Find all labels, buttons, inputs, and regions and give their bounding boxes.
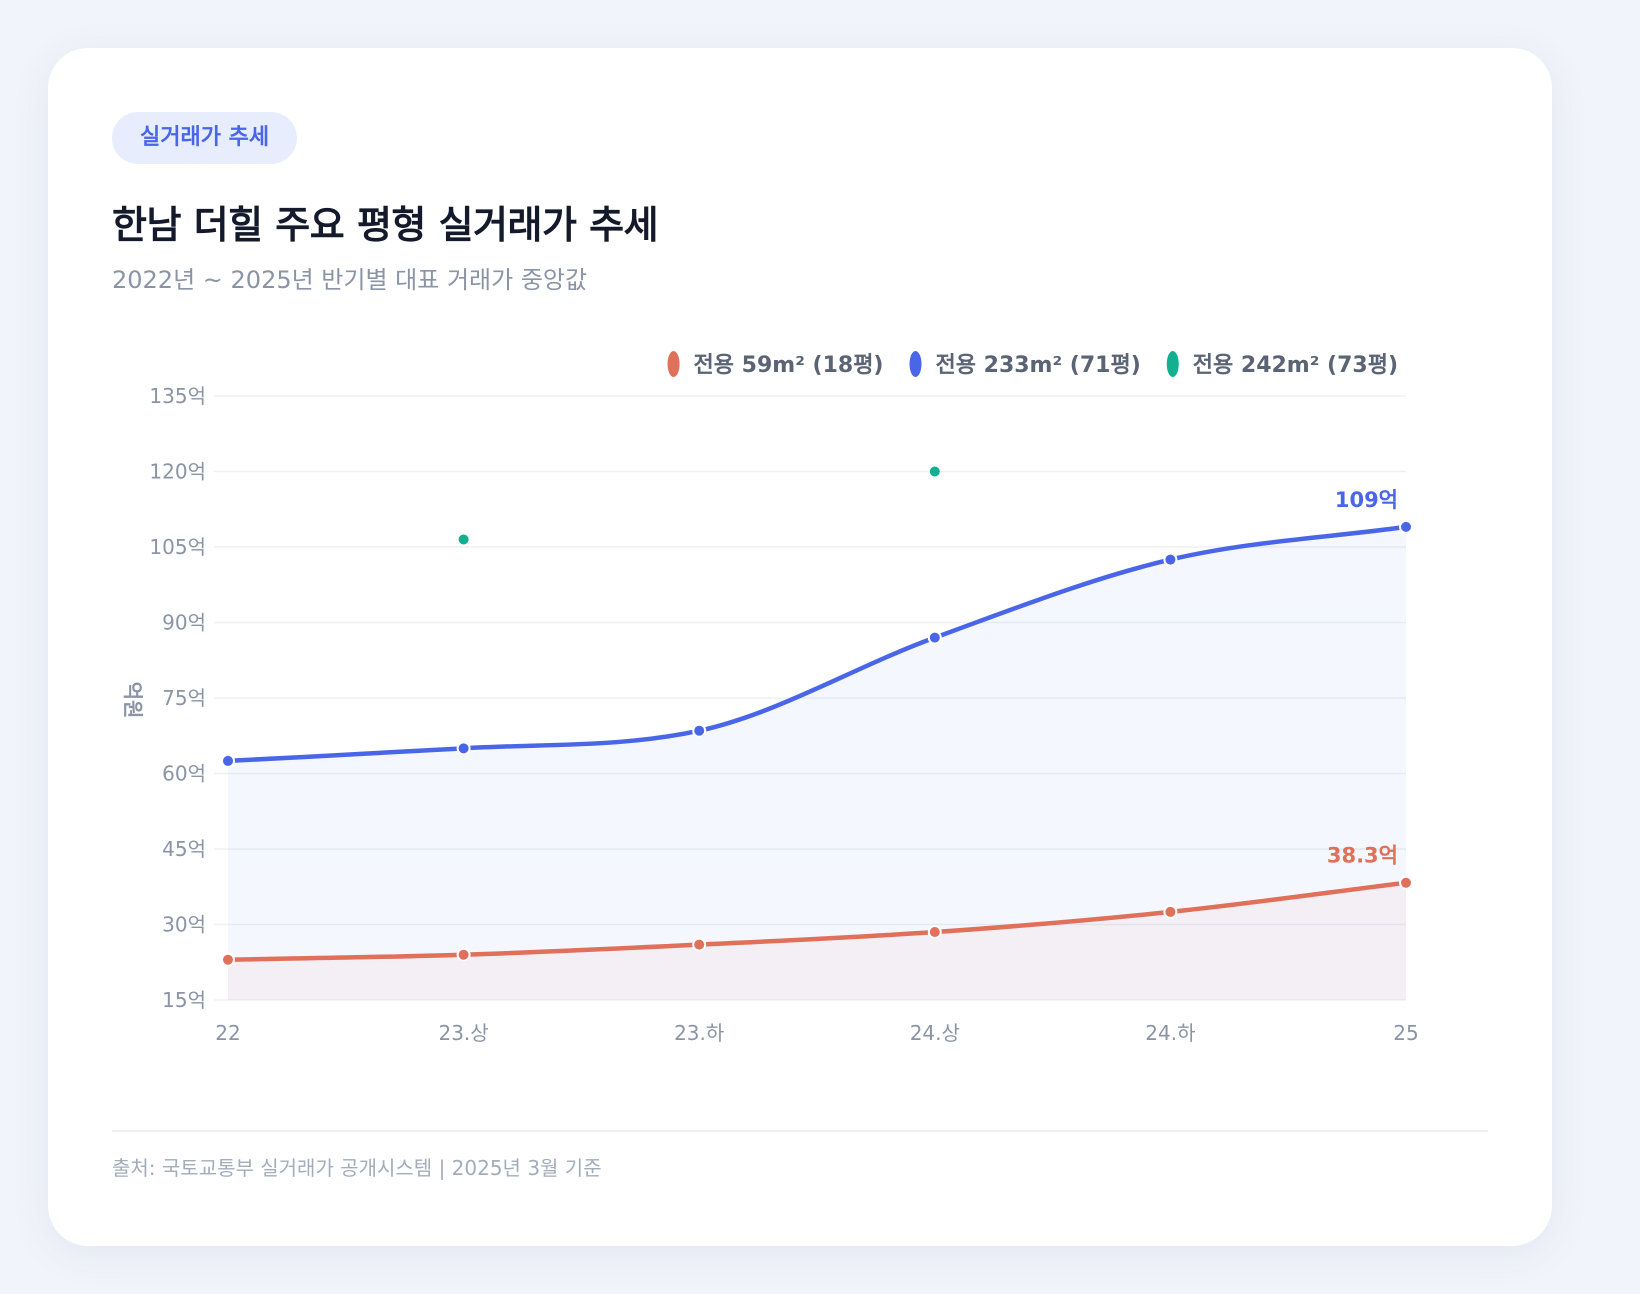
end-labels: 38.3억 109억: [1327, 488, 1398, 868]
y-tick-label: 90억: [162, 611, 206, 635]
source-note: 출처: 국토교통부 실거래가 공개시스템 | 2025년 3월 기준: [112, 1156, 602, 1180]
series-line-0: [225, 880, 1409, 962]
legend-marker: [667, 351, 680, 377]
y-tick-label: 75억: [162, 686, 206, 710]
y-tick-label: 15억: [162, 988, 206, 1012]
data-points: [221, 466, 1413, 967]
data-point: [1165, 906, 1176, 917]
y-tick-label: 45억: [162, 837, 206, 861]
y-tick-label: 30억: [162, 913, 206, 937]
data-point: [1401, 521, 1411, 532]
chart-card: 실거래가 추세 한남 더힐 주요 평형 실거래가 추세 2022년 ~ 2025…: [48, 48, 1552, 1246]
legend-item-0[interactable]: 전용 59m² (18평): [667, 351, 884, 378]
chart-subtitle: 2022년 ~ 2025년 반기별 대표 거래가 중앙값: [112, 266, 588, 294]
data-point: [458, 743, 469, 754]
data-point: [1165, 554, 1176, 565]
data-point: [929, 466, 940, 477]
data-point: [1401, 877, 1411, 888]
data-point: [223, 755, 233, 766]
x-tick-label: 24.상: [910, 1021, 960, 1045]
legend-item-1[interactable]: 전용 233m² (71평): [909, 351, 1141, 378]
area-fills: [228, 526, 1406, 1000]
y-tick-label: 105억: [149, 535, 206, 559]
line-chart: 15억 30억 45억 60억 75억 90억 105억 120억 135억 22 23.상 23.…: [121, 351, 1419, 1045]
legend: 전용 59m² (18평) 전용 233m² (71평) 전용 242m² (73평…: [667, 351, 1398, 378]
category-badge: 실거래가 추세: [112, 112, 298, 164]
legend-item-2[interactable]: 전용 242m² (73평): [1166, 351, 1398, 378]
data-point: [694, 725, 705, 736]
legend-marker: [909, 351, 922, 377]
x-tick-label: 23.상: [438, 1021, 488, 1045]
series-lines: [225, 524, 1409, 962]
series-area-1: [228, 526, 1406, 1000]
chart-title: 한남 더힐 주요 평형 실거래가 추세: [112, 203, 659, 247]
footer-divider: [112, 1130, 1488, 1132]
x-tick-label: 22: [215, 1021, 240, 1045]
end-value-label: 109억: [1335, 488, 1398, 512]
y-tick-label: 120억: [149, 460, 206, 484]
data-point: [694, 939, 705, 950]
data-point: [929, 927, 940, 938]
y-tick-label: 135억: [149, 384, 206, 408]
x-tick-label: 23.하: [674, 1021, 724, 1045]
legend-label: 전용 242m² (73평): [1193, 353, 1398, 378]
legend-marker: [1166, 351, 1179, 377]
series-line-1: [225, 524, 1409, 764]
data-point: [458, 534, 469, 545]
data-point: [458, 949, 469, 960]
x-tick-label: 24.하: [1145, 1021, 1195, 1045]
y-axis-ticks: 15억 30억 45억 60억 75억 90억 105억 120억 135억: [149, 384, 206, 1012]
legend-label: 전용 233m² (71평): [936, 353, 1141, 378]
series-area-0: [228, 882, 1406, 1000]
x-axis-ticks: 22 23.상 23.하 24.상 24.하 25: [215, 1021, 1418, 1045]
y-tick-label: 60억: [162, 762, 206, 786]
grid-lines: [214, 395, 1406, 1001]
end-value-label: 38.3억: [1327, 844, 1398, 868]
legend-label: 전용 59m² (18평): [694, 353, 884, 378]
x-tick-label: 25: [1393, 1021, 1418, 1045]
data-point: [929, 632, 940, 643]
y-axis-label: 억원: [121, 682, 145, 719]
data-point: [223, 954, 233, 965]
